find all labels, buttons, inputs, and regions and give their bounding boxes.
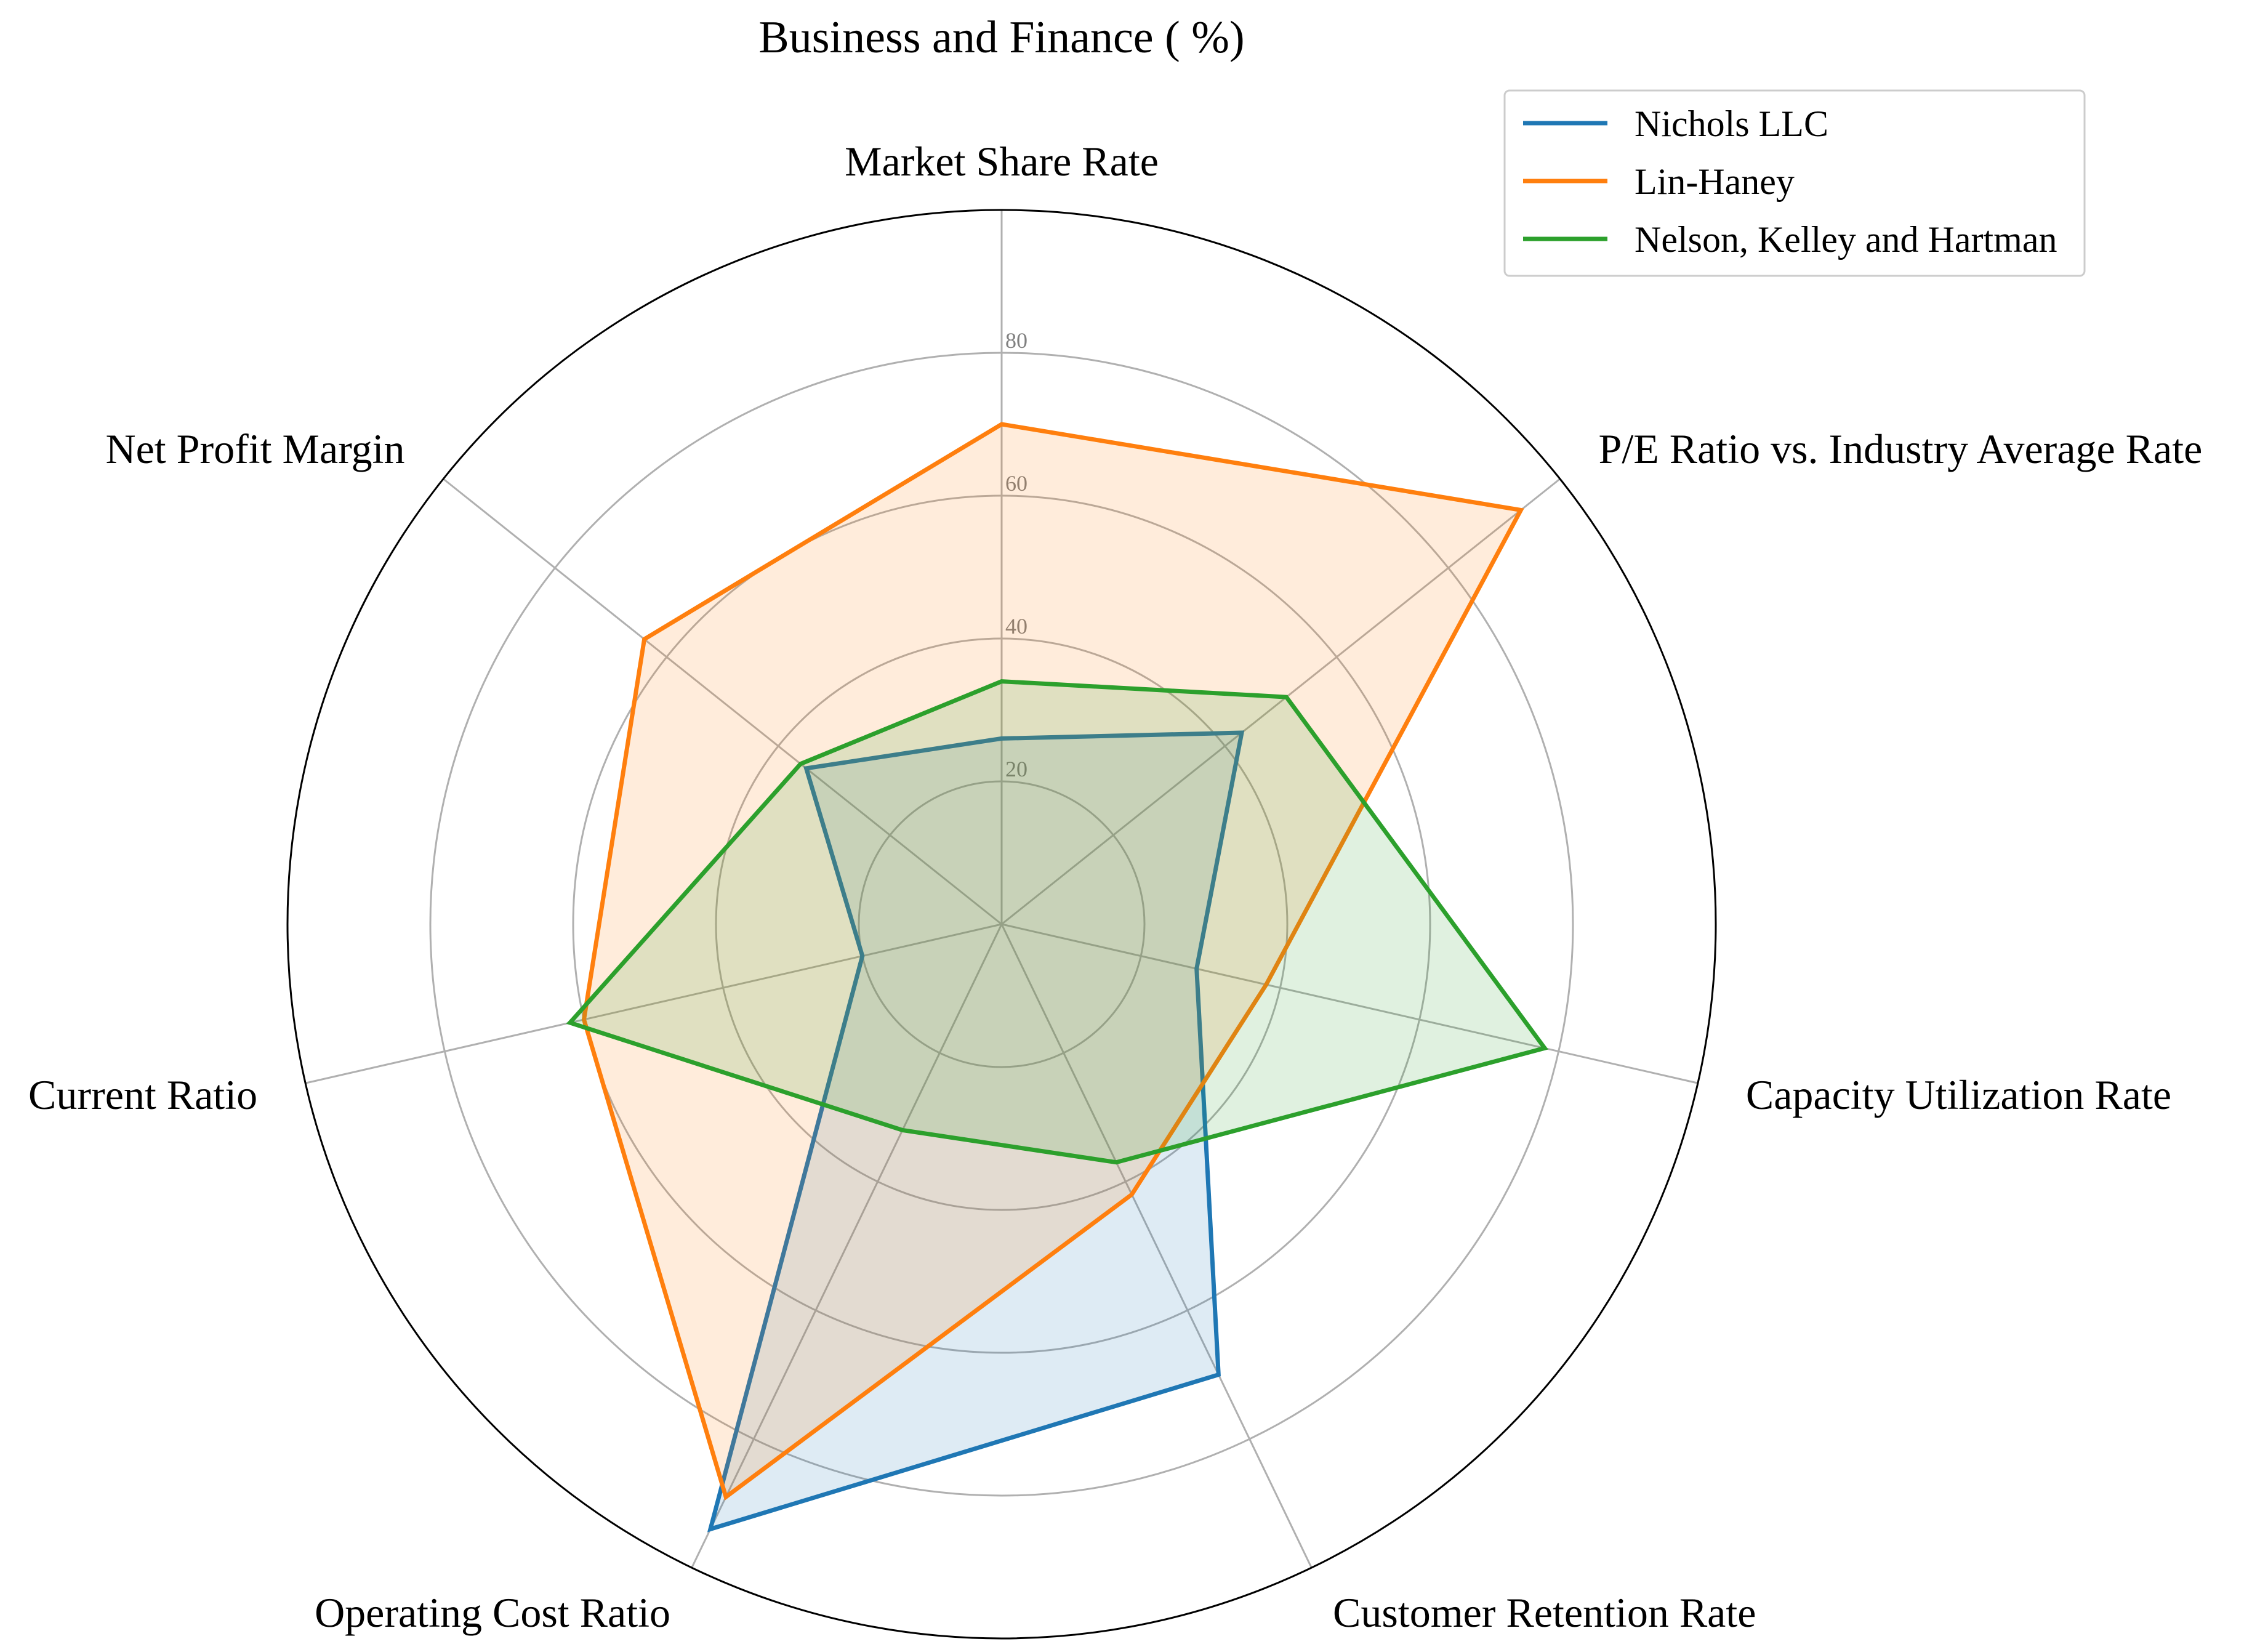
axis-label: Customer Retention Rate xyxy=(1333,1589,1756,1636)
radar-grid: 20 40 60 80 xyxy=(286,209,1717,1640)
grid-spoke xyxy=(305,923,1002,1084)
chart-title: Business and Finance ( %) xyxy=(758,12,1244,63)
legend-label: Lin-Haney xyxy=(1635,161,1795,202)
axis-label: Operating Cost Ratio xyxy=(315,1589,670,1636)
grid-spoke xyxy=(1001,923,1699,1084)
legend-frame xyxy=(1503,89,2086,277)
series-fill xyxy=(584,424,1521,1497)
axis-label: Capacity Utilization Rate xyxy=(1746,1071,2171,1118)
series-line xyxy=(707,730,1245,1533)
series-fill xyxy=(710,733,1242,1529)
outer-frame xyxy=(286,209,1717,1640)
r-tick-label: 60 xyxy=(1005,471,1027,496)
axis-label: Net Profit Margin xyxy=(105,425,404,472)
axis-labels: Market Share Rate P/E Ratio vs. Industry … xyxy=(28,138,2202,1636)
radar-series xyxy=(566,422,1548,1533)
series-line xyxy=(566,679,1548,1165)
legend-label: Nichols LLC xyxy=(1635,103,1828,144)
grid-spoke xyxy=(1000,924,1313,1568)
r-tick-label: 80 xyxy=(1005,328,1027,353)
series-line xyxy=(581,422,1524,1501)
series-fill xyxy=(569,681,1545,1162)
grid-spoke xyxy=(443,478,1002,925)
r-tick-label: 20 xyxy=(1005,757,1027,781)
axis-label: Market Share Rate xyxy=(845,138,1159,185)
grid-spoke xyxy=(1001,478,1561,925)
axis-label: P/E Ratio vs. Industry Average Rate xyxy=(1599,425,2203,472)
grid-spoke xyxy=(691,924,1003,1568)
legend-label: Nelson, Kelley and Hartman xyxy=(1635,219,2057,260)
legend-entries: Nichols LLC Lin-Haney Nelson, Kelley and H… xyxy=(1523,103,2057,260)
r-tick-label: 40 xyxy=(1005,614,1027,639)
legend: Nichols LLC Lin-Haney Nelson, Kelley and H… xyxy=(1503,89,2086,277)
axis-label: Current Ratio xyxy=(28,1071,257,1118)
